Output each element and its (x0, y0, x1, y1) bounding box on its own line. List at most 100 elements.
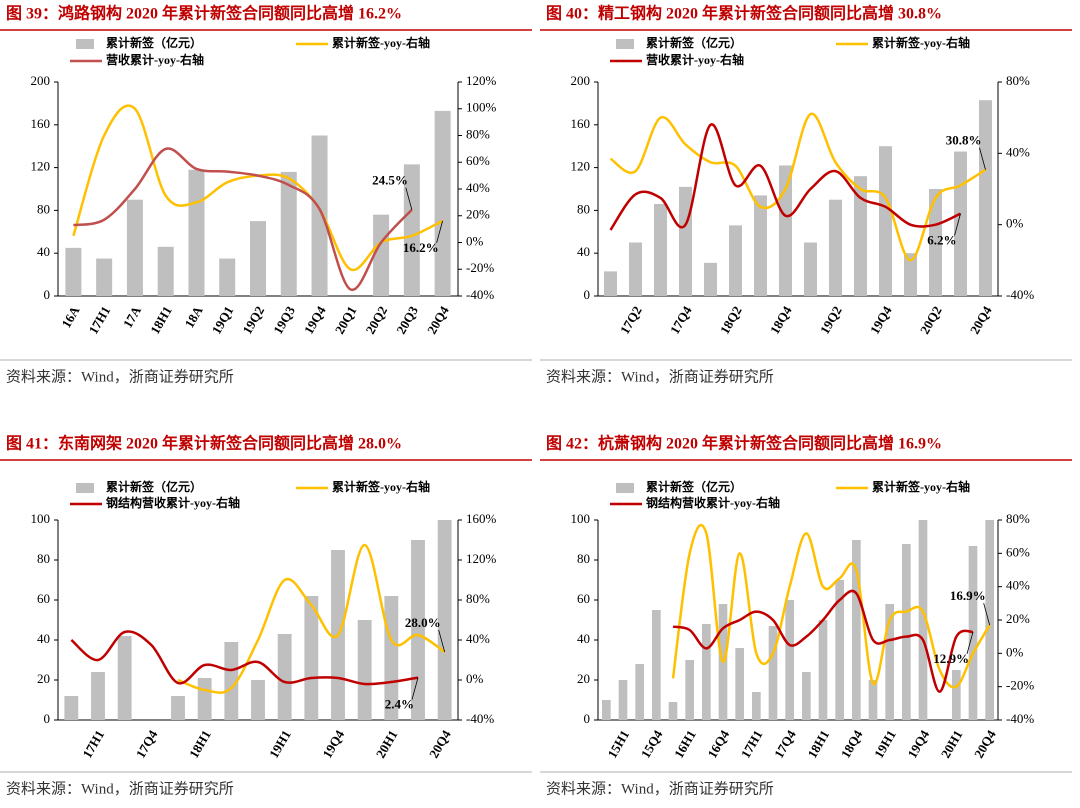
bar (768, 626, 778, 720)
bar (629, 242, 642, 296)
x-tick-label: 18Q4 (767, 303, 795, 337)
legend-label: 累计新签（亿元） (646, 35, 742, 50)
y-tick-label: 200 (31, 73, 51, 88)
legend-swatch (616, 39, 634, 49)
bar (602, 700, 611, 720)
bar (171, 696, 185, 720)
x-tick-label: 19Q2 (817, 303, 845, 336)
chart-panel: 图 41：东南网架 2020 年累计新签合同额同比高增 28.0% 资料来源：Wi… (0, 434, 532, 797)
bar (652, 610, 661, 720)
annotation: 16.2% (403, 240, 439, 255)
bar (779, 165, 792, 296)
annotation-leader (436, 220, 444, 243)
x-tick-label: 20H1 (373, 727, 401, 760)
bar (91, 672, 105, 720)
y-tick-label: 200 (571, 73, 591, 88)
chart-title: 图 41：东南网架 2020 年累计新签合同额同比高增 28.0% (6, 434, 402, 453)
bar (635, 664, 644, 720)
bar (902, 544, 911, 720)
bar (280, 171, 297, 296)
bar (654, 203, 667, 296)
line-series (609, 112, 987, 262)
annotation-leader (979, 147, 986, 170)
x-tick-label: 17Q4 (667, 303, 695, 337)
bar (952, 670, 961, 720)
y-tick-label: 160 (31, 116, 51, 131)
bar (126, 199, 143, 296)
y-tick-label: 20 (577, 671, 590, 686)
y2-tick-label: 160% (466, 511, 497, 526)
y2-tick-label: -40% (1006, 287, 1034, 302)
y2-tick-label: 20% (466, 207, 490, 222)
bar (304, 596, 319, 720)
legend-label: 营收累计-yoy-右轴 (106, 52, 204, 67)
y-tick-label: 20 (37, 671, 50, 686)
source-note: 资料来源：Wind，浙商证券研究所 (546, 780, 774, 797)
y-tick-label: 40 (577, 244, 590, 259)
annotation: 6.2% (927, 233, 956, 248)
bar (918, 520, 928, 720)
y-tick-label: 60 (577, 591, 590, 606)
y-tick-label: 80 (577, 551, 590, 566)
bar (979, 100, 992, 296)
x-tick-label: 19Q3 (270, 303, 298, 337)
y2-tick-label: -20% (1006, 678, 1034, 693)
y2-tick-label: -20% (466, 260, 494, 275)
y-tick-label: 40 (37, 631, 50, 646)
annotation: 12.9% (933, 651, 969, 666)
x-tick-label: 20Q3 (393, 303, 421, 337)
x-tick-label: 20H1 (938, 727, 966, 760)
bar (885, 604, 894, 720)
y-tick-label: 80 (37, 201, 50, 216)
x-tick-label: 17H1 (738, 727, 766, 760)
bar (985, 520, 994, 720)
bar (929, 189, 942, 296)
y2-tick-label: 40% (466, 180, 490, 195)
line-series (70, 630, 419, 686)
y-tick-label: 100 (31, 511, 51, 526)
chart-panel: 图 40：精工钢构 2020 年累计新签合同额同比高增 30.8% 资料来源：Wi… (540, 4, 1072, 385)
annotation-leader (411, 677, 419, 700)
bar (311, 135, 328, 296)
bar (357, 620, 372, 720)
x-tick-label: 19Q2 (239, 303, 267, 336)
x-tick-label: 18H1 (186, 727, 214, 760)
x-tick-label: 20Q4 (971, 727, 999, 761)
y2-tick-label: 60% (1006, 544, 1030, 559)
bar (904, 253, 917, 296)
y2-tick-label: 0% (466, 671, 484, 686)
bar (224, 642, 239, 720)
y2-tick-label: 0% (466, 233, 484, 248)
y-tick-label: 0 (584, 287, 591, 302)
legend-label: 钢结构营收累计-yoy-右轴 (646, 495, 780, 510)
bar (685, 660, 694, 720)
bar (65, 247, 82, 296)
y-tick-label: 0 (44, 287, 51, 302)
x-tick-label: 20Q4 (967, 303, 995, 337)
bar (157, 246, 174, 296)
bar (411, 540, 425, 720)
annotation: 2.4% (385, 697, 414, 712)
x-tick-label: 19Q1 (209, 303, 237, 336)
bar (277, 634, 292, 720)
y2-tick-label: 0% (1006, 216, 1024, 231)
y2-tick-label: 20% (1006, 611, 1030, 626)
bar (729, 225, 742, 296)
bar (752, 692, 761, 720)
x-tick-label: 17Q4 (133, 727, 161, 761)
line-series (177, 543, 446, 694)
x-tick-label: 17Q2 (617, 303, 645, 336)
legend-swatch (616, 483, 634, 493)
annotation-leader (983, 603, 991, 626)
bar (434, 110, 451, 296)
bar (188, 169, 205, 296)
annotation: 30.8% (946, 133, 982, 148)
y-tick-label: 80 (37, 551, 50, 566)
line-series (671, 524, 991, 689)
annotation-leader (405, 187, 413, 210)
bar (804, 242, 817, 296)
bar (219, 258, 236, 296)
y2-tick-label: -40% (1006, 711, 1034, 726)
line-series (609, 123, 962, 231)
y2-tick-label: 0% (1006, 644, 1024, 659)
